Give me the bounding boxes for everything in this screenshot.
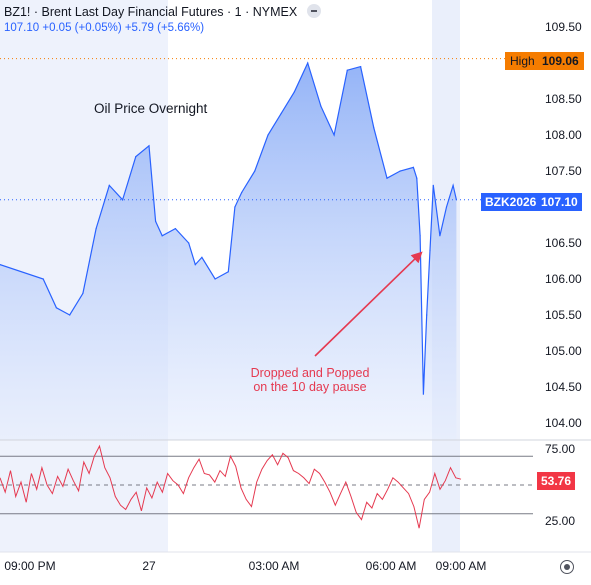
price-axis-tick: 105.50 xyxy=(545,308,582,322)
price-point xyxy=(135,156,137,158)
high-label-badge: High xyxy=(505,52,540,70)
price-point xyxy=(333,134,335,136)
price-area-fill xyxy=(0,63,457,440)
legend-quote: 107.10 +0.05 (+0.05%) +5.79 (+5.66%) xyxy=(4,22,205,34)
price-point xyxy=(155,220,157,222)
oscillator-line xyxy=(0,444,462,529)
price-point xyxy=(241,192,243,194)
price-point xyxy=(188,242,190,244)
price-point xyxy=(161,235,163,237)
price-point xyxy=(320,105,322,107)
price-axis-tick: 109.50 xyxy=(545,20,582,34)
oscillator-axis-tick: 75.00 xyxy=(545,442,575,456)
price-point xyxy=(452,184,454,186)
price-point xyxy=(412,166,414,168)
annotation-title: Oil Price Overnight xyxy=(94,101,208,116)
oscillator-value-badge: 53.76 xyxy=(537,472,576,490)
symbol-badge: BZK2026 xyxy=(481,193,541,211)
price-point xyxy=(108,184,110,186)
price-point xyxy=(399,170,401,172)
price-point xyxy=(416,177,418,179)
price-point xyxy=(0,264,1,266)
price-point xyxy=(194,264,196,266)
price-point xyxy=(429,249,431,251)
time-axis-tick: 03:00 AM xyxy=(249,559,300,573)
price-point xyxy=(445,206,448,208)
time-axis-tick: 09:00 PM xyxy=(4,559,55,573)
price-point xyxy=(432,184,434,186)
price-point xyxy=(227,271,229,273)
price-point xyxy=(439,235,441,237)
price-point xyxy=(122,199,124,201)
oscillator-axis-tick: 25.00 xyxy=(545,514,575,528)
time-axis-tick: 27 xyxy=(142,559,156,573)
annotation-drop-line2: on the 10 day pause xyxy=(253,380,367,394)
price-point xyxy=(373,127,375,129)
price-point xyxy=(174,228,176,230)
price-point xyxy=(55,307,58,309)
price-point xyxy=(426,314,428,316)
price-axis-tick: 104.50 xyxy=(545,380,582,394)
price-axis-tick: 106.50 xyxy=(545,236,582,250)
chart-legend: BZ1! · Brent Last Day Financial Futures … xyxy=(4,4,321,21)
price-point xyxy=(307,62,309,64)
high-value-badge: 109.06 xyxy=(537,52,584,70)
price-point xyxy=(386,177,388,179)
legend-title: · Brent Last Day Financial Futures · 1 ·… xyxy=(33,5,298,19)
annotation-arrow xyxy=(314,251,423,357)
price-axis-tick: 108.50 xyxy=(545,92,582,106)
price-point xyxy=(234,206,236,208)
price-axis-tick: 105.00 xyxy=(545,344,582,358)
price-axis-tick: 107.50 xyxy=(545,164,582,178)
price-point xyxy=(280,112,282,114)
price-point xyxy=(95,228,97,230)
price-point xyxy=(69,314,71,316)
settings-icon[interactable] xyxy=(560,560,574,574)
price-point xyxy=(82,292,84,294)
price-point xyxy=(267,134,269,136)
price-point xyxy=(42,278,44,280)
price-point xyxy=(422,393,424,395)
annotation-drop-line1: Dropped and Popped xyxy=(250,366,370,380)
price-point xyxy=(214,278,216,280)
time-axis-tick: 09:00 AM xyxy=(436,559,487,573)
price-point xyxy=(201,256,203,258)
price-point xyxy=(254,170,256,172)
price-point xyxy=(360,66,362,68)
eye-icon[interactable] xyxy=(306,4,321,18)
price-axis-tick: 106.00 xyxy=(545,272,582,286)
price-point xyxy=(346,69,348,71)
annotation-drop: Dropped and Popped on the 10 day pause xyxy=(225,366,395,394)
price-point xyxy=(419,235,421,237)
legend-symbol[interactable]: BZ1! xyxy=(4,5,31,19)
price-point xyxy=(293,91,295,93)
price-axis-tick: 108.00 xyxy=(545,128,582,142)
last-price-badge: 107.10 xyxy=(537,193,582,211)
price-point xyxy=(148,145,150,147)
price-axis-tick: 104.00 xyxy=(545,416,582,430)
time-axis-tick: 06:00 AM xyxy=(366,559,417,573)
